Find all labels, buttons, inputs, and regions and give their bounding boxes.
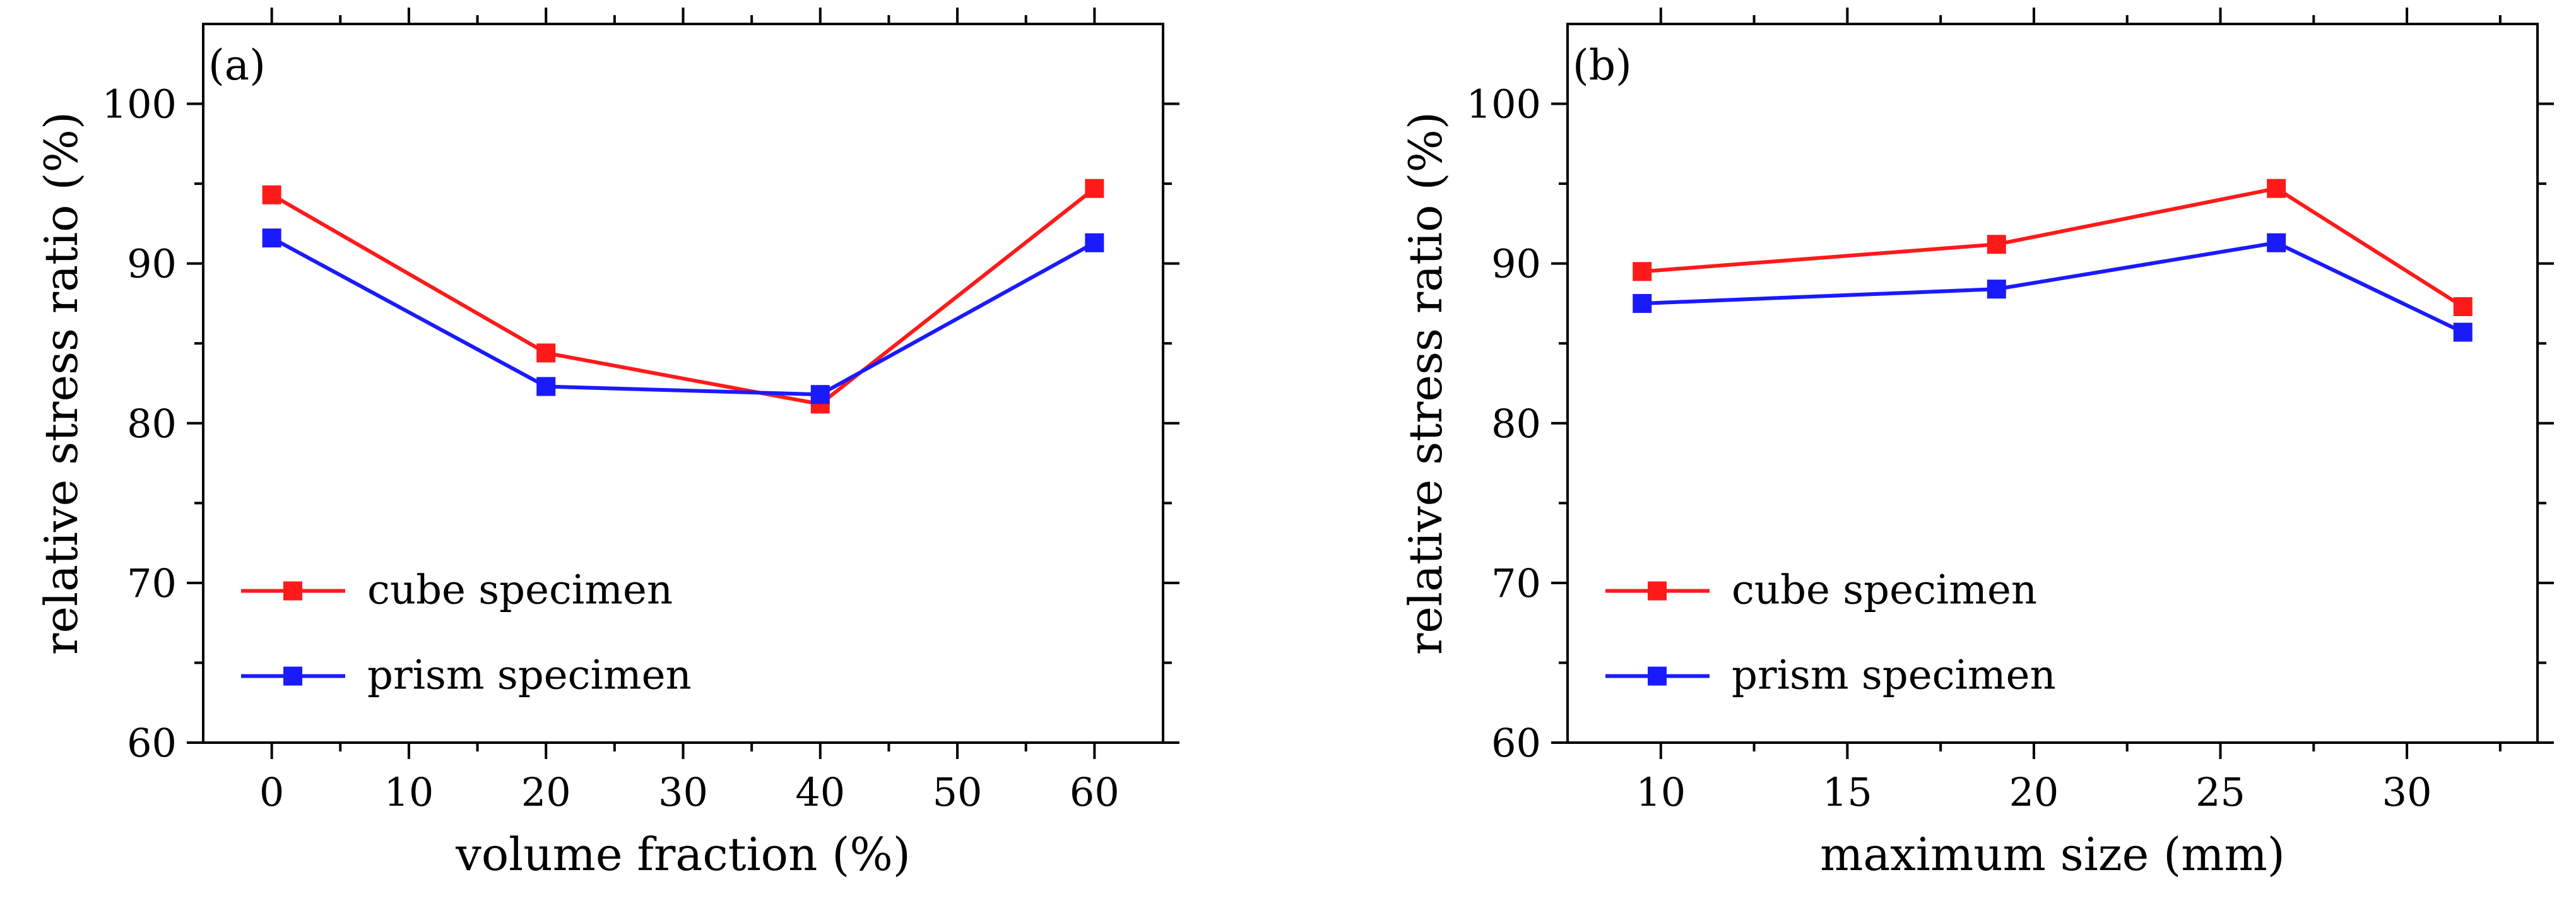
x-tick-label: 0: [259, 769, 284, 815]
series-line-prism: [271, 236, 1096, 397]
y-tick-label: 60: [1491, 720, 1541, 766]
x-tick-label: 20: [521, 769, 571, 815]
x-tick-label: 40: [795, 769, 845, 815]
legend-label-prism: prism specimen: [1732, 652, 2056, 699]
data-point-cube: [1085, 179, 1104, 198]
legend-marker-cube: [1648, 581, 1667, 601]
data-point-cube: [536, 343, 556, 363]
data-point-cube: [1987, 235, 2006, 254]
legend-label-cube: cube specimen: [1732, 567, 2037, 614]
series-line-cube: [271, 187, 1096, 406]
data-point-cube: [2453, 297, 2473, 317]
series-line-cube: [1642, 186, 2464, 309]
legend-label-cube: cube specimen: [367, 567, 673, 614]
plot-frame: [202, 23, 1164, 744]
y-tick-label: 80: [127, 401, 177, 447]
y-tick-label: 100: [102, 81, 177, 127]
y-axis-title: relative stress ratio (%): [35, 112, 88, 655]
x-tick-label: 15: [1823, 769, 1872, 815]
plot-frame: [1566, 23, 2539, 744]
x-axis-title: volume fraction (%): [455, 828, 911, 881]
x-tick-label: 10: [1636, 769, 1686, 815]
y-tick-label: 90: [127, 241, 177, 287]
data-point-cube: [1633, 262, 1652, 281]
x-tick-label: 50: [933, 769, 983, 815]
data-point-prism: [2453, 322, 2473, 342]
y-tick-label: 60: [127, 720, 177, 766]
x-tick-label: 20: [2009, 769, 2059, 815]
panel-label: (a): [208, 41, 266, 90]
data-point-cube: [2267, 179, 2286, 198]
y-tick-label: 90: [1491, 241, 1541, 287]
x-tick-label: 60: [1070, 769, 1120, 815]
data-point-prism: [1987, 280, 2006, 299]
x-tick-label: 30: [2382, 769, 2432, 815]
x-tick-label: 30: [658, 769, 708, 815]
data-point-prism: [536, 377, 556, 396]
chart-panel-a: 0 10 20 30 40 50 60 60 70 80 90 100 volume fraction …: [35, 8, 1179, 881]
panel-label: (b): [1573, 41, 1632, 90]
data-point-prism: [810, 385, 830, 404]
chart-panel-b: 10 15 20 25 30 60 70 80 90 100 maximum size (mm) re…: [1399, 8, 2554, 881]
legend-marker-cube: [283, 581, 302, 601]
data-point-prism: [1085, 233, 1104, 252]
legend-marker-prism: [1648, 666, 1667, 686]
y-tick-label: 100: [1467, 81, 1541, 127]
series-line-prism: [1642, 240, 2464, 334]
data-point-cube: [262, 185, 281, 204]
data-point-prism: [2267, 233, 2286, 252]
y-tick-label: 80: [1491, 401, 1541, 447]
data-point-prism: [1633, 293, 1652, 313]
x-tick-label: 25: [2195, 769, 2245, 815]
x-tick-label: 10: [384, 769, 434, 815]
legend-marker-prism: [283, 666, 302, 686]
legend-label-prism: prism specimen: [367, 652, 692, 699]
y-tick-label: 70: [1491, 560, 1541, 606]
x-axis-title: maximum size (mm): [1820, 828, 2285, 881]
data-point-prism: [262, 228, 281, 248]
y-tick-label: 70: [127, 560, 177, 606]
y-axis-title: relative stress ratio (%): [1399, 112, 1452, 655]
